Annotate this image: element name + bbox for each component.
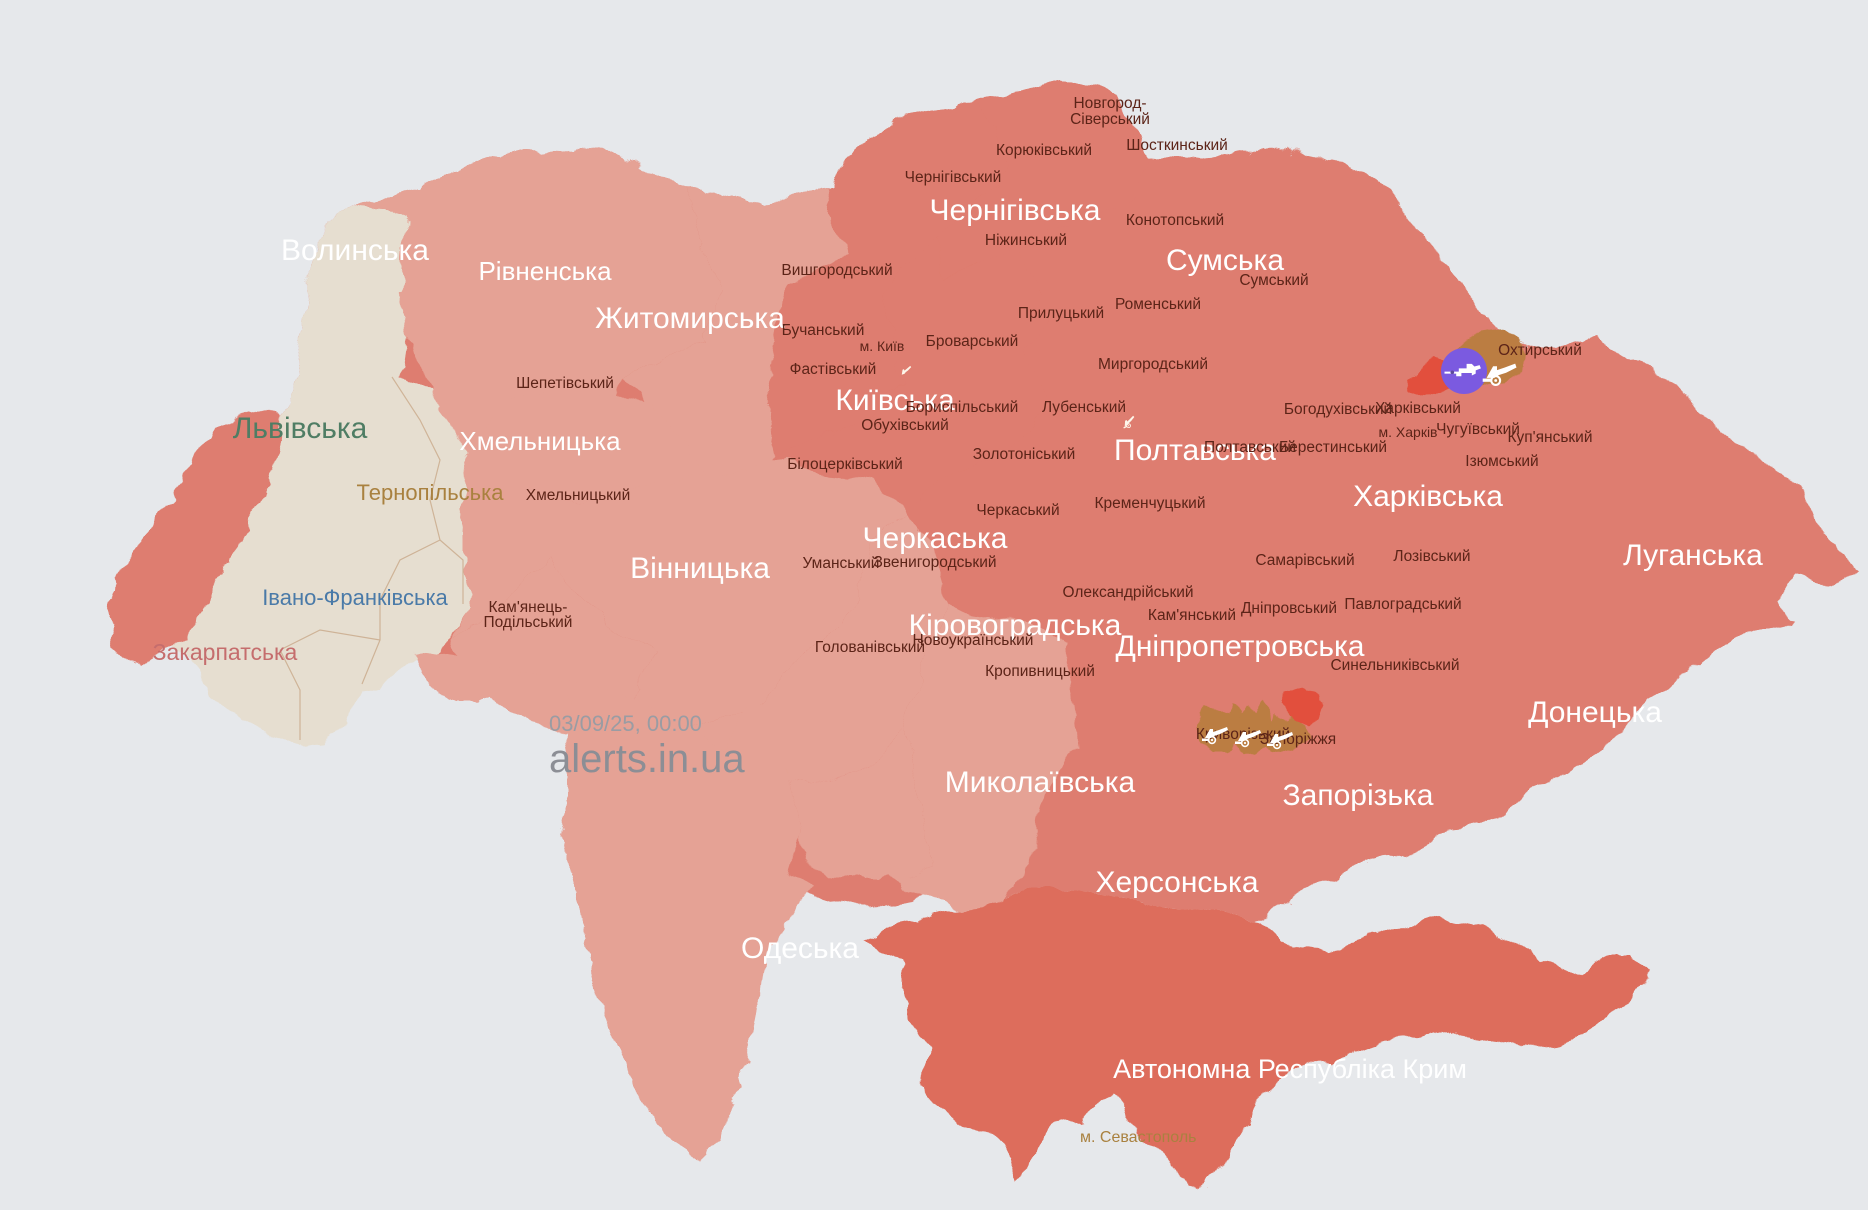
svg-text:Запорізька: Запорізька [1283,779,1434,812]
svg-text:Подільський: Подільський [484,614,573,631]
svg-text:alerts.in.ua: alerts.in.ua [549,737,745,781]
svg-text:м. Севастополь: м. Севастополь [1080,1129,1197,1146]
svg-text:Миргородський: Миргородський [1098,356,1208,373]
svg-text:Черкаський: Черкаський [976,502,1059,519]
svg-text:Хмельницька: Хмельницька [459,426,621,456]
svg-text:Вінницька: Вінницька [630,552,770,585]
svg-text:Самарівський: Самарівський [1255,552,1354,569]
svg-text:Закарпатська: Закарпатська [153,639,298,665]
svg-text:Роменський: Роменський [1115,296,1201,313]
svg-text:Кременчуцький: Кременчуцький [1095,495,1206,512]
svg-text:Чернігівська: Чернігівська [930,194,1101,227]
svg-text:Білоцерківський: Білоцерківський [787,456,903,473]
svg-text:Обухівський: Обухівський [861,417,949,434]
svg-text:Броварський: Броварський [926,333,1019,350]
svg-text:Волинська: Волинська [281,234,429,267]
svg-text:Голованівський: Голованівський [815,639,925,656]
svg-text:Уманський: Уманський [803,555,880,572]
svg-text:Бучанський: Бучанський [782,322,865,339]
svg-text:Охтирський: Охтирський [1498,342,1582,359]
svg-text:Лубенський: Лубенський [1042,399,1126,416]
svg-text:Фастівський: Фастівський [790,361,877,378]
svg-text:Луганська: Луганська [1623,539,1763,572]
svg-text:Новгород-: Новгород- [1073,95,1146,112]
svg-text:Шосткинський: Шосткинський [1126,137,1228,154]
svg-text:Сумський: Сумський [1239,272,1308,289]
svg-text:Чернігівський: Чернігівський [905,169,1002,186]
svg-text:Харківський: Харківський [1375,400,1461,417]
svg-text:Лозівський: Лозівський [1393,548,1470,565]
svg-text:Донецька: Донецька [1528,696,1662,729]
svg-text:Івано-Франківська: Івано-Франківська [262,585,448,610]
svg-text:м. Харків: м. Харків [1379,424,1438,440]
svg-text:03/09/25, 00:00: 03/09/25, 00:00 [549,711,702,736]
svg-text:Шепетівський: Шепетівський [516,375,614,392]
svg-text:Дніпровський: Дніпровський [1241,600,1337,617]
svg-text:Житомирська: Житомирська [595,302,785,335]
svg-text:Ізюмський: Ізюмський [1465,453,1538,470]
svg-text:Вишгородський: Вишгородський [781,262,892,279]
svg-text:Львівська: Львівська [233,412,368,445]
svg-text:Херсонська: Херсонська [1095,866,1258,899]
svg-text:Кам'янський: Кам'янський [1148,607,1236,624]
svg-text:Автономна Республіка Крим: Автономна Республіка Крим [1113,1054,1467,1084]
svg-text:Тернопільська: Тернопільська [357,480,505,505]
svg-text:Кропивницький: Кропивницький [985,663,1095,680]
svg-text:Сіверський: Сіверський [1070,111,1150,128]
svg-text:Синельниківський: Синельниківський [1330,657,1459,674]
svg-text:Миколаївська: Миколаївська [945,766,1136,799]
svg-text:Куп'янський: Куп'янський [1507,429,1592,446]
svg-text:Хмельницький: Хмельницький [526,487,631,504]
svg-text:Прилуцький: Прилуцький [1018,305,1104,322]
svg-text:Харківська: Харківська [1353,480,1503,513]
svg-text:Ніжинський: Ніжинський [985,232,1067,249]
svg-text:Корюківський: Корюківський [996,142,1092,159]
svg-text:Звенигородський: Звенигородський [873,554,996,571]
svg-text:Полтавський: Полтавський [1204,439,1296,456]
svg-text:Одеська: Одеська [741,932,859,965]
svg-text:Черкаська: Черкаська [863,522,1008,555]
svg-text:Павлоградський: Павлоградський [1344,596,1461,613]
svg-text:Олександрійський: Олександрійський [1062,584,1193,601]
svg-text:Новоукраїнський: Новоукраїнський [913,632,1034,649]
svg-text:Дніпропетровська: Дніпропетровська [1116,630,1365,663]
svg-text:Конотопський: Конотопський [1126,212,1224,229]
svg-text:Золотоніський: Золотоніський [973,446,1076,463]
svg-text:м. Київ: м. Київ [860,338,905,354]
svg-text:Бориспільський: Бориспільський [906,399,1019,416]
svg-text:Рівненська: Рівненська [478,256,612,286]
